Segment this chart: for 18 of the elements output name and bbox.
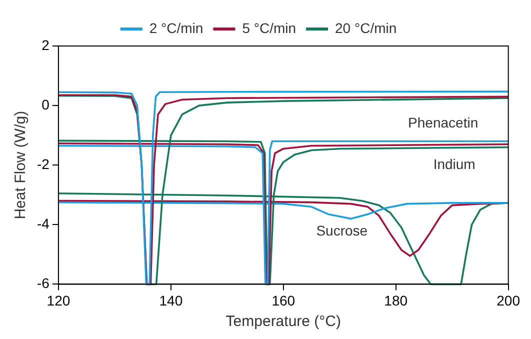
x-tick-label: 180 (384, 292, 408, 308)
x-tick-label: 200 (496, 292, 520, 308)
legend-label: 5 °C/min (242, 20, 296, 36)
x-tick-label: 140 (159, 292, 183, 308)
y-tick-label: -4 (36, 216, 50, 232)
y-axis-title: Heat Flow (W/g) (12, 110, 30, 220)
y-tick-label: 2 (42, 36, 50, 53)
annotation: Phenacetin (408, 114, 478, 130)
annotation: Indium (433, 156, 476, 172)
legend-label: 2 °C/min (149, 20, 204, 36)
y-tick-label: -6 (36, 275, 50, 292)
x-tick-label: 120 (46, 292, 70, 308)
x-axis-title: Temperature (°C) (226, 313, 341, 330)
y-tick-label: -2 (36, 156, 50, 172)
x-tick-label: 160 (272, 292, 296, 308)
legend-label: 20 °C/min (335, 20, 397, 36)
y-tick-label: 0 (42, 96, 50, 112)
annotation: Sucrose (316, 222, 368, 239)
